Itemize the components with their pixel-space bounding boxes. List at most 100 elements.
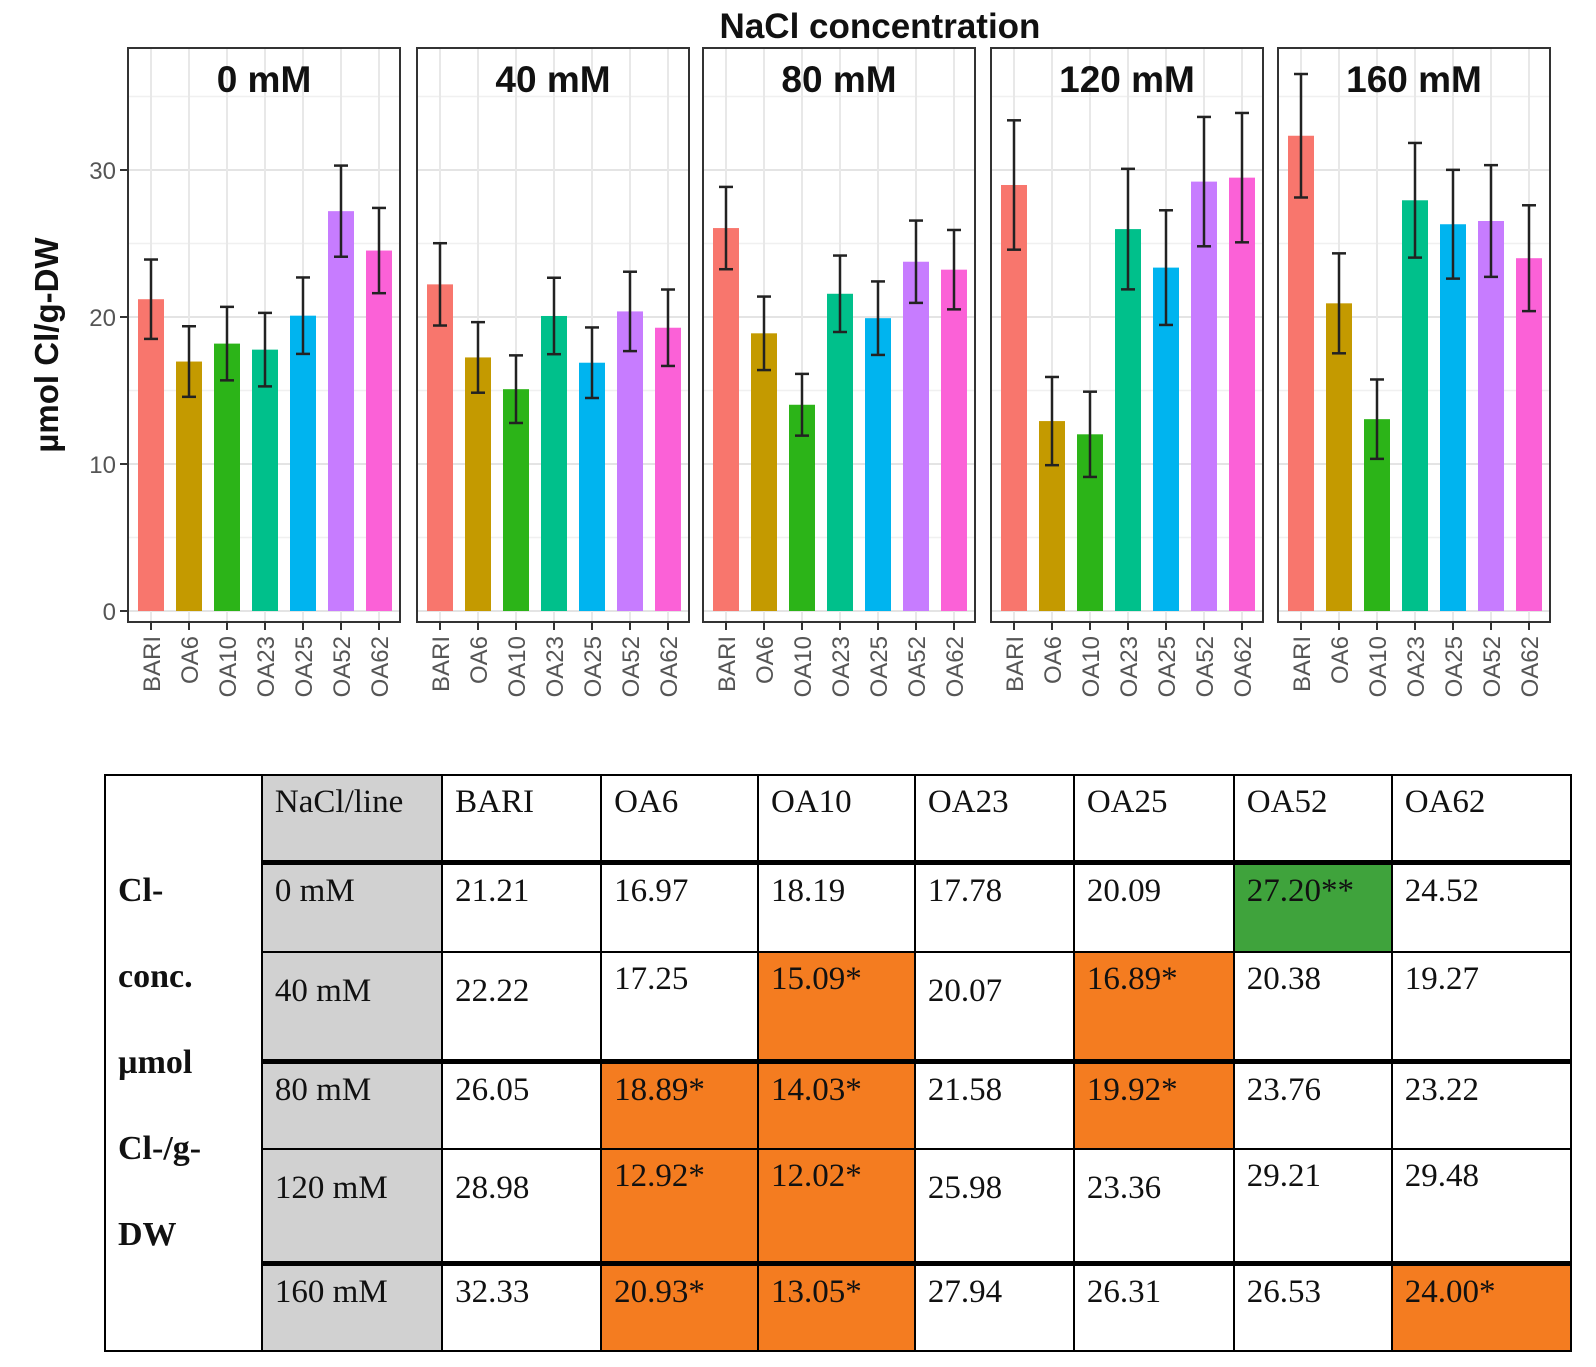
table-cell-highlight: 27.20** [1232, 860, 1393, 954]
table-cell-highlight: 13.05* [756, 1260, 916, 1352]
chart-title: NaCl concentration [720, 7, 1041, 46]
table-row: 120 mM 28.98 12.92* 12.02* 25.98 23.36 2… [105, 1148, 1573, 1265]
x-tick-label: BARI [714, 636, 741, 692]
x-tick-label: OA10 [504, 636, 531, 697]
bar [1191, 181, 1217, 611]
x-tick-label: OA10 [215, 636, 242, 697]
panel-border [1277, 47, 1551, 623]
x-tick-label: OA62 [367, 636, 394, 697]
y-tick-label: 30 [89, 158, 116, 185]
bar [176, 361, 202, 611]
table-cell: 23.36 [1072, 1148, 1235, 1265]
table-cell: 22.22 [441, 951, 603, 1063]
side-label-line: conc. [118, 958, 193, 995]
x-tick-label: OA23 [1116, 636, 1143, 697]
x-tick-label: OA25 [1154, 636, 1181, 697]
row-label: 0 mM [260, 860, 444, 954]
table-cell: 20.38 [1232, 951, 1393, 1063]
x-tick-label: OA6 [1327, 636, 1354, 684]
x-tick-label: OA23 [1403, 636, 1430, 697]
row-label: 80 mM [260, 1059, 444, 1151]
panel-border [127, 47, 401, 623]
panel-border [990, 47, 1264, 623]
table-row: 40 mM 22.22 17.25 15.09* 20.07 16.89* 20… [105, 951, 1573, 1063]
table-cell: 16.97 [600, 860, 759, 954]
x-tick-label: BARI [1289, 636, 1316, 692]
table-cell: 28.98 [441, 1148, 603, 1265]
table-cell-highlight: 24.00* [1390, 1260, 1573, 1352]
x-tick-label: OA25 [291, 636, 318, 697]
bar [214, 343, 240, 611]
bar [541, 315, 567, 611]
x-tick-label: OA23 [253, 636, 280, 697]
x-tick-label: OA6 [177, 636, 204, 684]
x-tick-label: BARI [428, 636, 455, 692]
bar [655, 327, 681, 611]
bar [1229, 177, 1255, 612]
table-cell: 17.78 [913, 860, 1075, 954]
table-cell: 29.21 [1232, 1148, 1393, 1265]
row-label: 40 mM [260, 951, 444, 1063]
table-cell: 32.33 [441, 1260, 603, 1352]
bar [865, 318, 891, 611]
table-cell-highlight: 18.89* [600, 1059, 759, 1151]
x-tick-label: OA52 [904, 636, 931, 697]
x-tick-label: OA25 [580, 636, 607, 697]
bar [503, 389, 529, 611]
table-header-cell: OA25 [1072, 774, 1235, 864]
y-tick-label: 20 [89, 305, 116, 332]
bar [427, 284, 453, 611]
panel-label: 40 mM [495, 59, 610, 100]
table-cell-highlight: 20.93* [600, 1260, 759, 1352]
bar [1001, 184, 1027, 611]
table-header-cell: OA23 [913, 774, 1075, 864]
table-cell: 23.22 [1390, 1059, 1573, 1151]
table-cell: 26.53 [1232, 1260, 1393, 1352]
table-header-row: Cl- conc. µmol Cl-/g- DW NaCl/line BARI … [104, 774, 1573, 1352]
bar [1402, 200, 1428, 612]
table-cell: 24.52 [1390, 860, 1573, 954]
x-tick-label: OA62 [942, 636, 969, 697]
bar [751, 333, 777, 611]
bar [1115, 229, 1141, 611]
table-row: 0 mM 21.21 16.97 18.19 17.78 20.09 27.20… [105, 860, 1573, 954]
side-label-line: DW [118, 1216, 177, 1253]
bar [290, 315, 316, 611]
table-header-cell: NaCl/line [260, 774, 444, 864]
table-cell: 20.09 [1072, 860, 1235, 954]
bar [713, 228, 739, 611]
x-tick-label: OA23 [828, 636, 855, 697]
y-axis-label: µmol Cl/g-DW [28, 237, 65, 453]
side-label-line: µmol [118, 1044, 193, 1081]
table-header-cell: OA52 [1232, 774, 1393, 864]
x-tick-label: OA6 [752, 636, 779, 684]
table-cell: 20.07 [913, 951, 1075, 1063]
x-tick-label: OA10 [1078, 636, 1105, 697]
table-cell-highlight: 12.92* [600, 1148, 759, 1265]
table-row: 80 mM 26.05 18.89* 14.03* 21.58 19.92* 2… [105, 1059, 1573, 1151]
x-tick-label: OA6 [466, 636, 493, 684]
x-tick-label: OA25 [1441, 636, 1468, 697]
table-cell-highlight: 16.89* [1072, 951, 1235, 1063]
table-cell-highlight: 15.09* [756, 951, 916, 1063]
table-cell: 26.31 [1072, 1260, 1235, 1352]
bar [328, 211, 354, 611]
table-cell: 27.94 [913, 1260, 1075, 1352]
x-tick-label: OA52 [1479, 636, 1506, 697]
bar [579, 362, 605, 611]
bar [617, 311, 643, 611]
table-row: 160 mM 32.33 20.93* 13.05* 27.94 26.31 2… [105, 1260, 1573, 1352]
row-label: 160 mM [260, 1260, 444, 1352]
bar [1516, 258, 1542, 611]
x-tick-label: OA10 [1365, 636, 1392, 697]
x-tick-label: OA52 [329, 636, 356, 697]
bar [789, 404, 815, 611]
x-tick-label: BARI [1002, 636, 1029, 692]
x-tick-label: OA62 [1230, 636, 1257, 697]
bar [1440, 224, 1466, 612]
x-tick-label: OA52 [1192, 636, 1219, 697]
table-header-cell: OA62 [1390, 774, 1573, 864]
table-cell: 17.25 [600, 951, 759, 1063]
faceted-bar-chart: NaCl concentration µmol Cl/g-DW 0 10 20 30 0… [28, 7, 1551, 697]
table-cell: 21.58 [913, 1059, 1075, 1151]
